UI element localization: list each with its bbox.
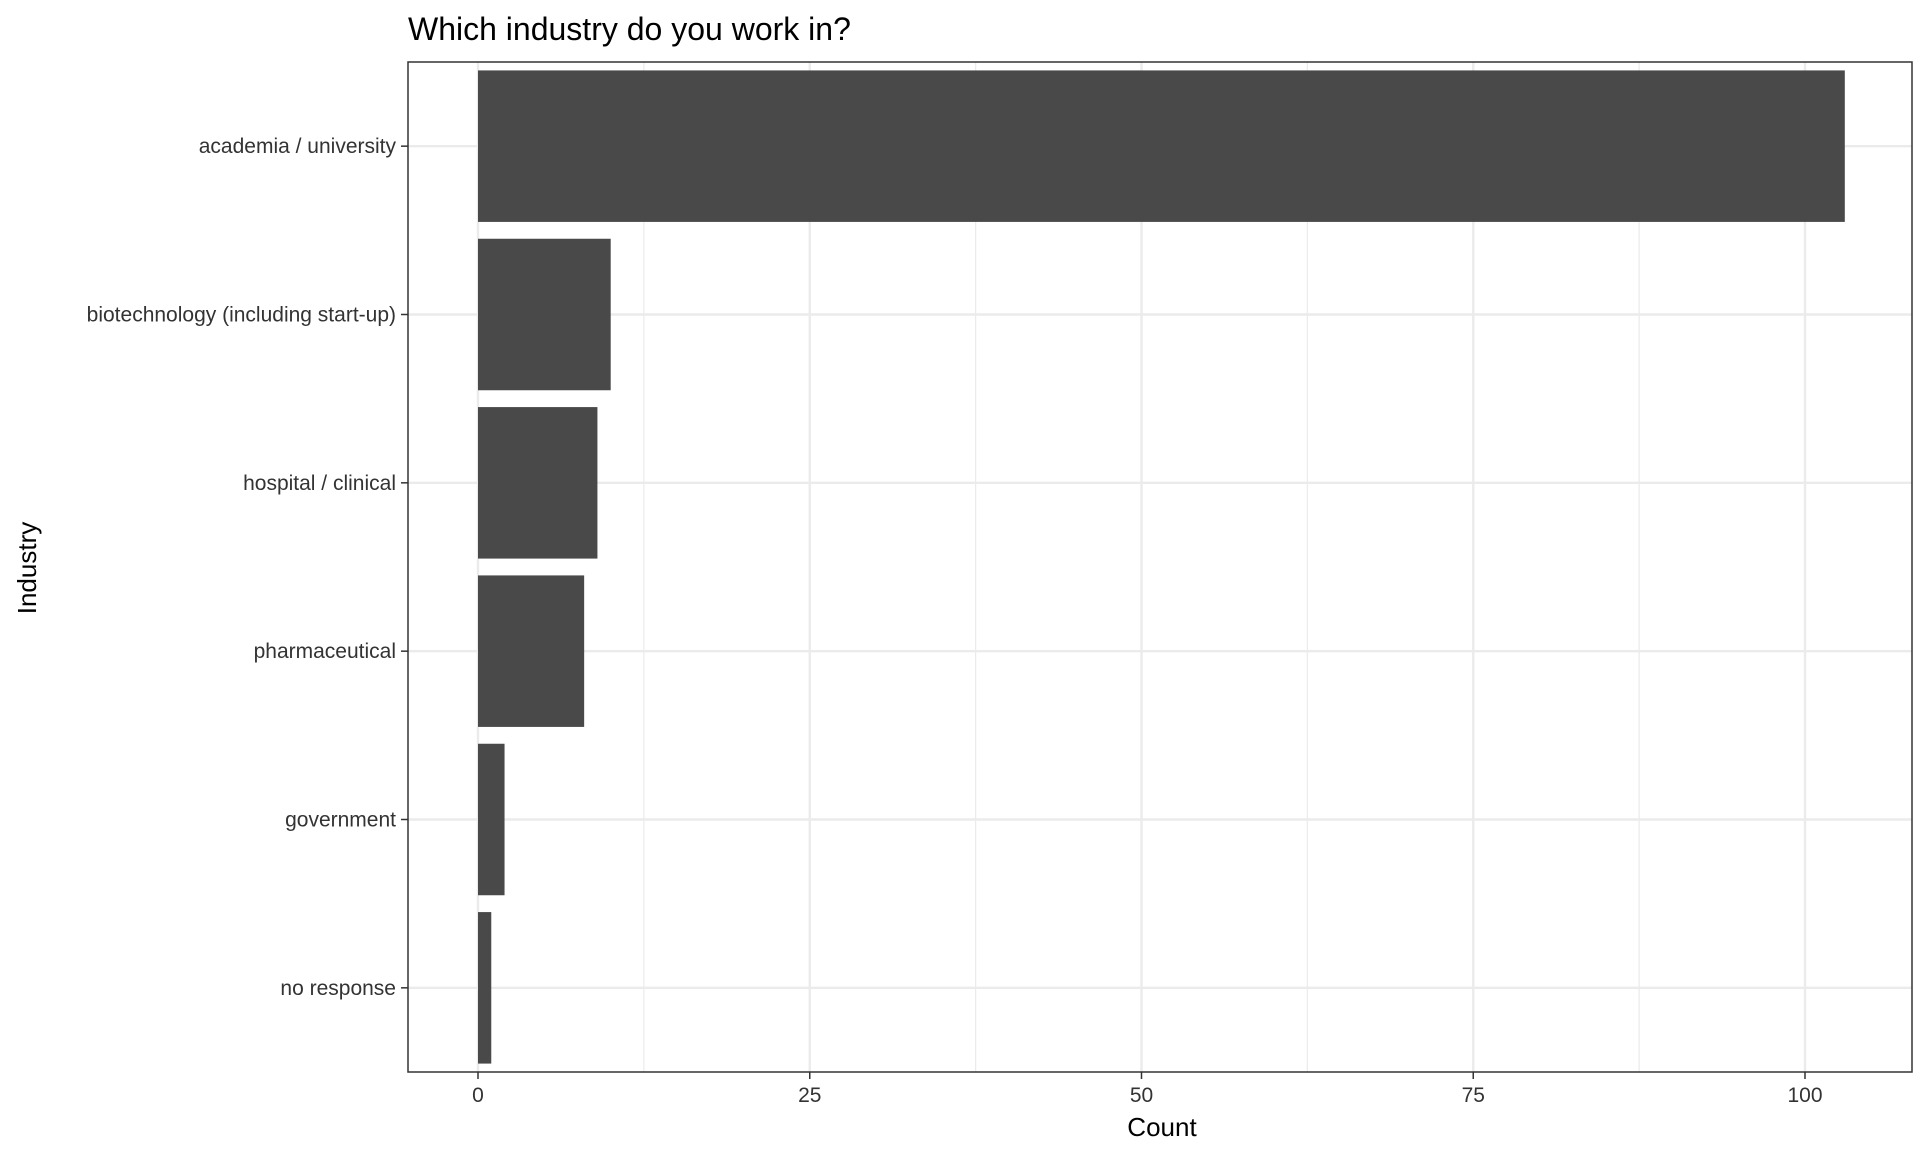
plot-panel-border (407, 61, 1913, 1073)
y-tick-label: pharmaceutical (254, 640, 396, 663)
y-axis-title: Industry (12, 522, 42, 615)
y-tick-label: academia / university (199, 135, 397, 158)
x-axis: 0 25 50 75 100 (472, 1072, 1823, 1107)
bar (478, 70, 1845, 222)
x-tick-label: 25 (798, 1084, 821, 1107)
chart-title: Which industry do you work in? (408, 11, 851, 47)
x-axis-title: Count (1127, 1112, 1197, 1142)
y-tick-label: hospital / clinical (243, 472, 396, 495)
x-tick-label: 75 (1462, 1084, 1485, 1107)
y-tick-label: government (285, 809, 396, 832)
bar (478, 407, 598, 559)
bar (478, 912, 492, 1064)
bar (478, 743, 505, 896)
y-tick-label: no response (280, 977, 396, 1000)
x-tick-label: 50 (1130, 1084, 1153, 1107)
y-axis: academia / university biotechnology (incl… (87, 135, 408, 1000)
x-tick-label: 100 (1787, 1084, 1822, 1107)
x-tick-label: 0 (472, 1084, 484, 1107)
bar (478, 238, 611, 391)
y-tick-label: biotechnology (including start-up) (87, 304, 396, 327)
bar (478, 575, 585, 727)
bars (478, 70, 1845, 1064)
gridlines (408, 62, 1912, 1072)
